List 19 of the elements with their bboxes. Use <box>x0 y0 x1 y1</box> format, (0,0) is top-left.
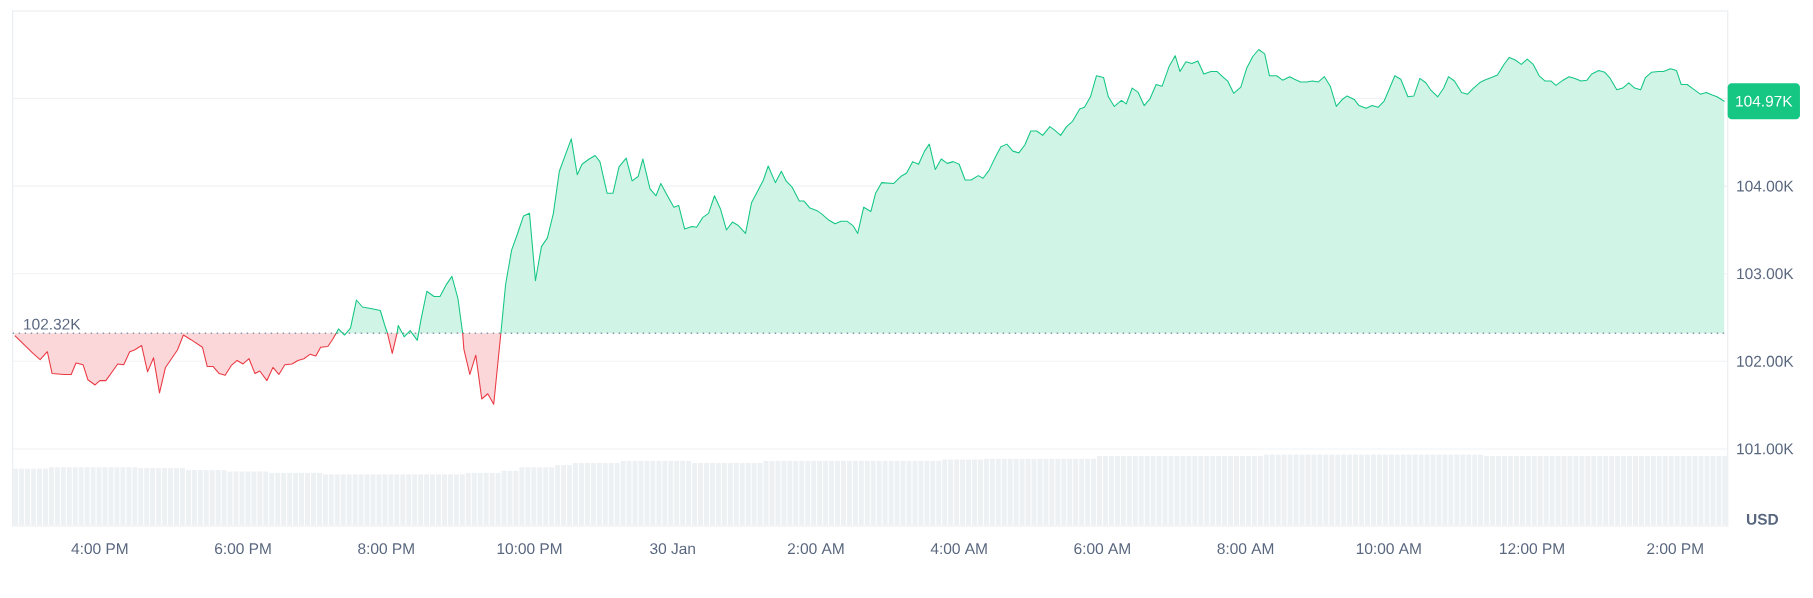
x-tick-label: 10:00 AM <box>1356 543 1421 555</box>
annotation: 104.97K <box>1736 95 1793 107</box>
y-tick-label: 103.00K <box>1737 268 1794 280</box>
y-tick-label: 102.00K <box>1737 355 1794 367</box>
x-tick-label: 6:00 PM <box>215 543 271 555</box>
x-tick-label: 12:00 PM <box>1500 543 1564 555</box>
x-tick-label: 6:00 AM <box>1074 543 1130 555</box>
x-tick-label: 8:00 AM <box>1217 543 1274 555</box>
x-tick-label: 8:00 PM <box>358 543 414 555</box>
y-tick-label: 104.00K <box>1737 180 1794 192</box>
x-tick-label: 4:00 AM <box>930 543 987 555</box>
x-tick-label: 2:00 AM <box>787 543 844 555</box>
ref-line-label: 102.32K <box>24 318 81 330</box>
y-tick-label: 101.00K <box>1737 443 1794 455</box>
x-tick-label: 10:00 PM <box>497 543 562 555</box>
x-tick-label: 30 Jan <box>650 543 695 555</box>
x-tick-label: 4:00 PM <box>71 543 128 555</box>
x-tick-label: 2:00 PM <box>1647 543 1703 555</box>
y-axis-title: USD <box>1746 513 1779 525</box>
